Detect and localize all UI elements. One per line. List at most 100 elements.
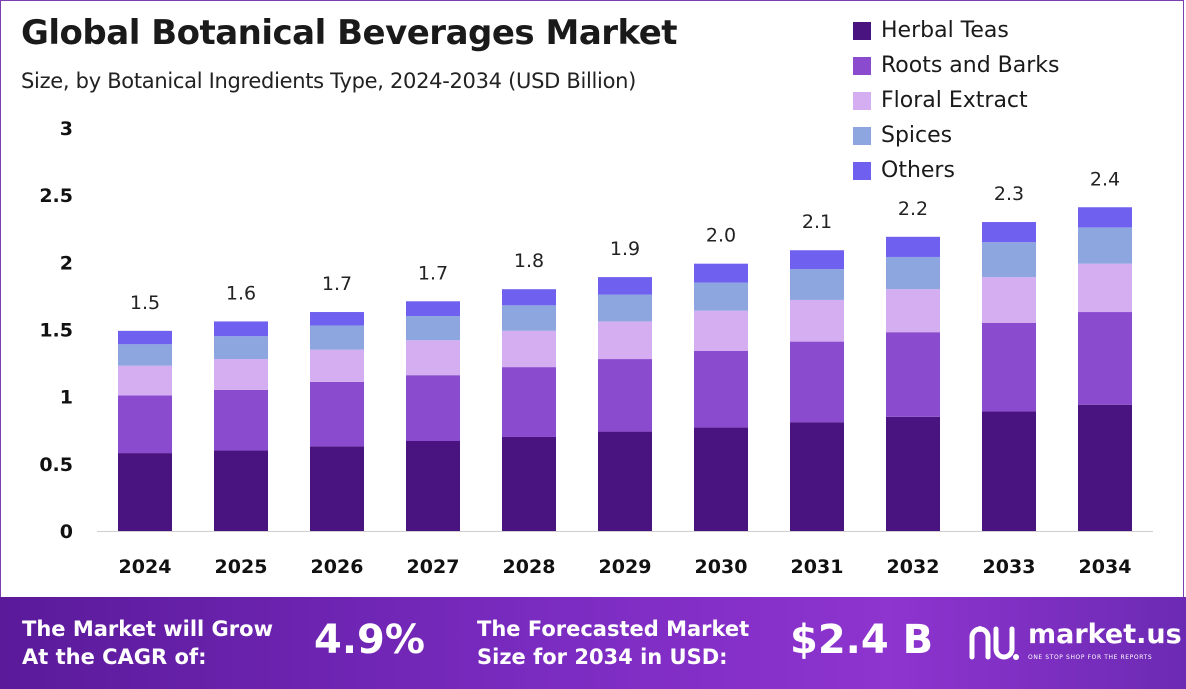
bar-segment-herbal-teas: [406, 440, 460, 531]
legend-item: Spices: [853, 118, 1173, 153]
bar-segment-floral-extract: [1078, 263, 1132, 313]
bar-segment-others: [886, 236, 940, 257]
forecast-label: The Forecasted Market Size for 2034 in U…: [477, 615, 777, 671]
chart-legend: Herbal Teas Roots and Barks Floral Extract…: [853, 13, 1173, 188]
cagr-label-line2: At the CAGR of:: [22, 645, 207, 669]
bar-segment-spices: [502, 305, 556, 331]
bar-segment-others: [310, 312, 364, 326]
chart-subtitle: Size, by Botanical Ingredients Type, 202…: [21, 69, 637, 93]
bar-segment-floral-extract: [598, 321, 652, 360]
x-tick-label: 2034: [1079, 556, 1132, 578]
legend-swatch: [853, 21, 871, 40]
bar-segment-roots-and-barks: [310, 381, 364, 447]
x-tick-label: 2028: [503, 556, 556, 578]
bar-segment-herbal-teas: [214, 450, 268, 531]
legend-label: Roots and Barks: [881, 53, 1060, 78]
bar-total-label: 2.4: [1090, 168, 1120, 190]
bar-segment-floral-extract: [886, 289, 940, 333]
legend-item: Roots and Barks: [853, 48, 1173, 83]
y-tick-label: 0: [60, 521, 73, 543]
legend-label: Floral Extract: [881, 88, 1028, 113]
bar-segment-spices: [694, 282, 748, 311]
legend-label: Herbal Teas: [881, 18, 1009, 43]
bar-segment-roots-and-barks: [118, 395, 172, 454]
y-tick-label: 3: [60, 118, 73, 140]
bar-total-label: 2.0: [706, 225, 736, 247]
y-tick-label: 1: [60, 387, 73, 409]
bar-segment-others: [406, 301, 460, 317]
market-us-logo-icon: [969, 626, 1019, 660]
bar-segment-floral-extract: [406, 340, 460, 376]
bar-segment-spices: [982, 242, 1036, 278]
legend-swatch: [853, 161, 871, 180]
bar-segment-herbal-teas: [1078, 404, 1132, 531]
bar-segment-floral-extract: [118, 365, 172, 396]
chart-title: Global Botanical Beverages Market: [21, 13, 678, 53]
y-tick-label: 2.5: [39, 185, 73, 207]
bar-segment-spices: [214, 336, 268, 360]
bar-segment-herbal-teas: [118, 453, 172, 531]
bar-segment-others: [982, 222, 1036, 243]
bar-total-label: 1.7: [418, 262, 448, 284]
summary-banner: The Market will Grow At the CAGR of: 4.9…: [0, 597, 1186, 689]
bar-segment-spices: [1078, 227, 1132, 264]
bar-segment-others: [502, 289, 556, 306]
bar-segment-spices: [790, 269, 844, 300]
x-tick-label: 2026: [311, 556, 364, 578]
bar-segment-others: [214, 321, 268, 337]
bar-total-label: 1.9: [610, 238, 640, 260]
legend-label: Spices: [881, 123, 953, 148]
bar-total-label: 1.8: [514, 250, 544, 272]
x-tick-label: 2030: [695, 556, 748, 578]
brand-name: market.us: [1028, 619, 1182, 650]
bar-segment-spices: [310, 325, 364, 350]
bar-segment-spices: [118, 344, 172, 366]
bar-segment-spices: [886, 256, 940, 290]
legend-item: Others: [853, 153, 1173, 188]
bar-total-label: 2.3: [994, 183, 1024, 205]
bar-segment-others: [694, 263, 748, 283]
bar-segment-floral-extract: [982, 277, 1036, 323]
bar-segment-spices: [406, 316, 460, 341]
bar-segment-roots-and-barks: [502, 367, 556, 437]
bar-segment-herbal-teas: [982, 411, 1036, 531]
bar-segment-spices: [598, 294, 652, 322]
bar-segment-floral-extract: [214, 359, 268, 390]
stacked-bar-chart: 0 0.5 1 1.5 2 2.5 3 1.5 2024 1.6 2025 1.7 2026 1.7 202…: [39, 118, 1153, 578]
bar-segment-floral-extract: [790, 299, 844, 342]
legend-label: Others: [881, 158, 955, 183]
bar-segment-herbal-teas: [886, 416, 940, 531]
legend-swatch: [853, 91, 871, 110]
x-tick-label: 2027: [407, 556, 460, 578]
brand-logo[interactable]: market.us ONE STOP SHOP FOR THE REPORTS: [968, 619, 1182, 669]
legend-item: Herbal Teas: [853, 13, 1173, 48]
bar-total-label: 1.7: [322, 273, 352, 295]
bar-segment-herbal-teas: [310, 446, 364, 531]
bar-segment-roots-and-barks: [598, 359, 652, 432]
bar-segment-herbal-teas: [694, 427, 748, 531]
bar-segment-roots-and-barks: [214, 389, 268, 451]
bar-segment-roots-and-barks: [790, 341, 844, 423]
y-tick-label: 1.5: [39, 320, 73, 342]
brand-tagline: ONE STOP SHOP FOR THE REPORTS: [1028, 654, 1153, 661]
x-tick-label: 2029: [599, 556, 652, 578]
bar-segment-floral-extract: [502, 330, 556, 368]
x-tick-label: 2033: [983, 556, 1036, 578]
bar-segment-roots-and-barks: [694, 350, 748, 428]
bar-segment-others: [790, 250, 844, 270]
bar-total-label: 1.5: [130, 292, 160, 314]
forecast-value: $2.4 B: [790, 617, 934, 663]
cagr-label-line1: The Market will Grow: [22, 617, 273, 641]
legend-swatch: [853, 56, 871, 75]
bar-total-label: 1.6: [226, 282, 256, 304]
bar-segment-herbal-teas: [502, 436, 556, 531]
forecast-label-line1: The Forecasted Market: [477, 617, 750, 641]
y-tick-label: 2: [60, 252, 73, 274]
x-tick-label: 2025: [215, 556, 268, 578]
bar-segment-floral-extract: [310, 349, 364, 382]
cagr-label: The Market will Grow At the CAGR of:: [22, 615, 322, 671]
bar-segment-roots-and-barks: [982, 322, 1036, 412]
bar-total-label: 2.1: [802, 211, 832, 233]
x-tick-label: 2024: [119, 556, 172, 578]
